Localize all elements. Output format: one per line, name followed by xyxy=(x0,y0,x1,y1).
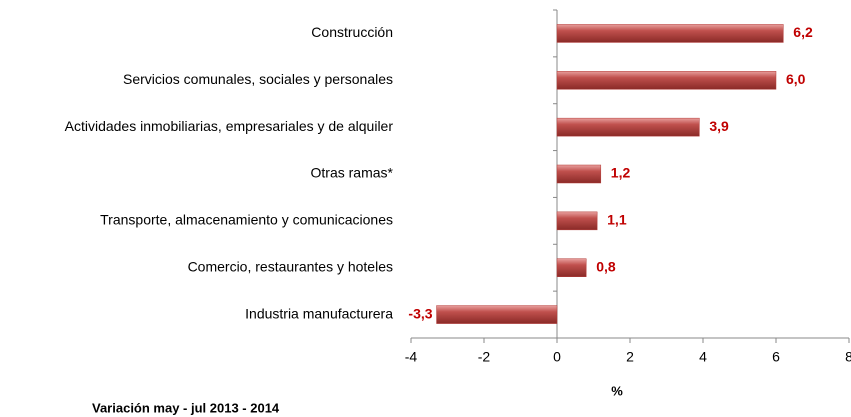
x-tick-label: 6 xyxy=(772,349,780,365)
value-label: -3,3 xyxy=(408,305,432,321)
value-label: 0,8 xyxy=(596,258,616,274)
x-tick-label: -2 xyxy=(478,349,491,365)
category-label: Transporte, almacenamiento y comunicacio… xyxy=(100,212,393,228)
x-tick-label: -4 xyxy=(405,349,418,365)
value-label: 1,1 xyxy=(607,212,627,228)
x-tick-label: 2 xyxy=(626,349,634,365)
value-label: 6,2 xyxy=(793,24,813,40)
value-label: 3,9 xyxy=(709,118,729,134)
category-label: Construcción xyxy=(311,24,393,40)
footnote: Variación may - jul 2013 - 2014 xyxy=(92,400,280,415)
category-label: Industria manufacturera xyxy=(245,305,393,321)
x-tick-label: 4 xyxy=(699,349,707,365)
value-label: 1,2 xyxy=(611,165,631,181)
value-label: 6,0 xyxy=(786,71,806,87)
bar xyxy=(436,305,558,324)
category-label: Servicios comunales, sociales y personal… xyxy=(123,71,393,87)
category-label: Actividades inmobiliarias, empresariales… xyxy=(65,118,394,134)
bar xyxy=(556,211,598,231)
x-axis-label: % xyxy=(611,383,623,398)
category-label: Comercio, restaurantes y hoteles xyxy=(188,258,393,274)
category-label: Otras ramas* xyxy=(311,165,394,181)
bar xyxy=(556,71,777,90)
x-tick-label: 8 xyxy=(845,349,851,365)
bar xyxy=(556,164,602,184)
bar xyxy=(556,258,587,277)
bar xyxy=(556,117,700,137)
bar xyxy=(556,24,784,43)
x-tick-label: 0 xyxy=(553,349,561,365)
